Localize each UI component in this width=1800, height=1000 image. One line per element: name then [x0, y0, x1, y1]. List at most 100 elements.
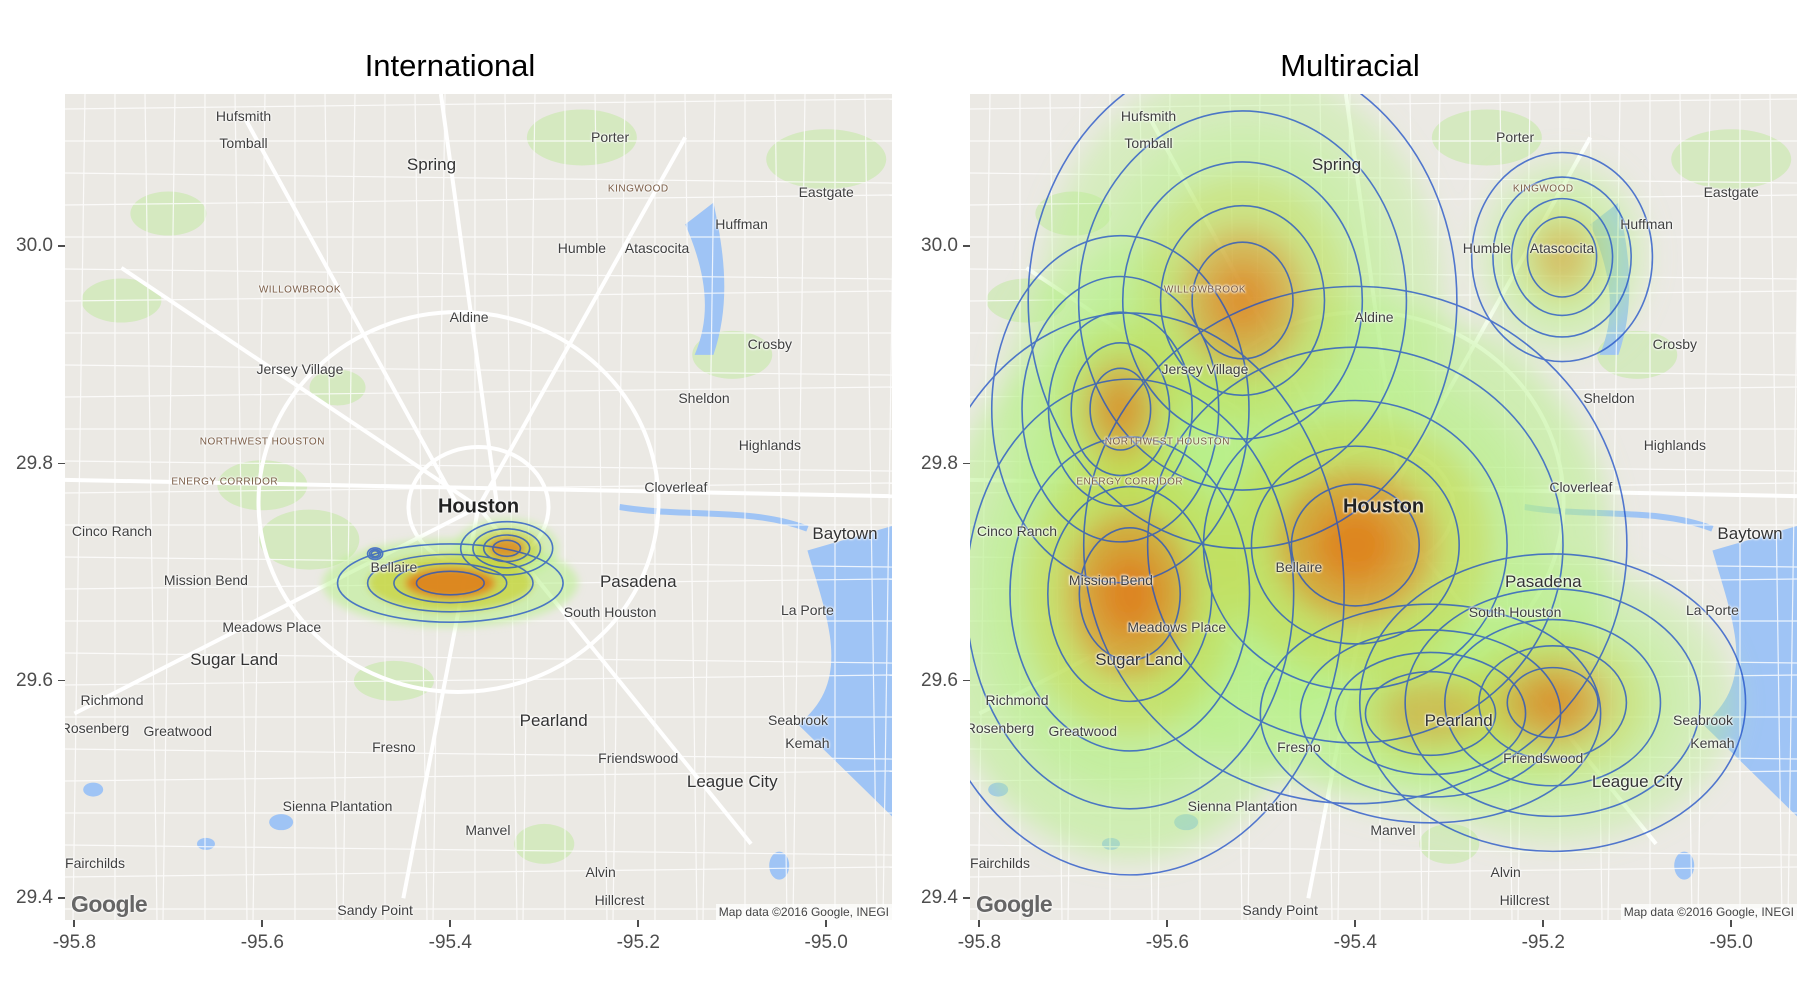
- x-tick-mark: [978, 920, 980, 927]
- contour-line: [970, 378, 1295, 810]
- contour-line: [366, 553, 534, 613]
- place-label: Atascocita: [624, 240, 690, 257]
- place-label: Crosby: [1652, 335, 1698, 352]
- place-label: Meadows Place: [1127, 618, 1227, 635]
- map-attribution[interactable]: Map data ©2016 Google, INEGI: [715, 904, 892, 920]
- place-label: Fairchilds: [970, 855, 1030, 872]
- place-label: Hufsmith: [215, 107, 272, 124]
- x-tick-label: -95.0: [1709, 932, 1753, 953]
- x-tick-mark: [637, 920, 639, 927]
- place-label: Hufsmith: [1120, 107, 1177, 124]
- place-label: Sheldon: [1583, 390, 1635, 407]
- place-label: Baytown: [812, 524, 878, 544]
- place-label: Richmond: [985, 692, 1049, 709]
- google-logo: Google: [976, 891, 1053, 917]
- contour-line: [415, 570, 485, 596]
- contour-line: [1070, 342, 1171, 477]
- place-label: Sienna Plantation: [282, 797, 393, 814]
- place-label: Manvel: [1370, 821, 1416, 838]
- park-area: [130, 191, 207, 236]
- lake-houston: [685, 202, 725, 355]
- place-label: Pasadena: [599, 571, 677, 591]
- contour-line: [1444, 618, 1662, 787]
- contour-line: [1077, 110, 1408, 491]
- place-label: Friendswood: [598, 750, 679, 767]
- x-tick-mark: [1354, 920, 1356, 927]
- place-label: NORTHWEST HOUSTON: [199, 436, 325, 448]
- contour-line: [990, 234, 1250, 584]
- contour-line: [459, 520, 554, 576]
- y-tick-label: 29.6: [16, 669, 53, 691]
- place-label: Sandy Point: [1242, 902, 1318, 919]
- map-multiracial[interactable]: Hufsmith Tomball Porter Spring KINGWOOD Eastg…: [970, 94, 1797, 920]
- density-overlay: [970, 94, 1747, 876]
- place-label: Alvin: [1490, 864, 1521, 881]
- place-label: Fresno: [1277, 739, 1321, 756]
- place-label: Cinco Ranch: [71, 522, 153, 539]
- density-blob: [1535, 226, 1589, 288]
- density-blob: [1211, 264, 1275, 337]
- map-international[interactable]: Hufsmith Tomball Porter Spring KINGWOOD Eastg…: [65, 94, 892, 920]
- y-tick-mark: [58, 897, 65, 899]
- galveston-bay: [1703, 526, 1797, 817]
- contour-line: [1250, 445, 1460, 645]
- place-label: Porter: [1496, 129, 1535, 146]
- place-label: La Porte: [1685, 602, 1739, 619]
- y-tick-label: 29.8: [16, 452, 53, 474]
- contour-line: [1191, 241, 1294, 360]
- contour-line: [492, 539, 522, 558]
- park-area: [766, 129, 887, 190]
- contour-line: [336, 543, 564, 624]
- place-label: Sandy Point: [337, 902, 413, 919]
- highways: [65, 94, 892, 899]
- contour-line: [1334, 651, 1527, 776]
- place-label: Sheldon: [678, 390, 730, 407]
- place-label: KINGWOOD: [1512, 183, 1574, 195]
- place-label: Greatwood: [143, 722, 213, 739]
- place-label: Kemah: [785, 734, 830, 751]
- map-attribution[interactable]: Map data ©2016 Google, INEGI: [1620, 904, 1797, 920]
- y-tick-mark: [963, 462, 970, 465]
- place-label: Fresno: [372, 739, 416, 756]
- place-label: Sugar Land: [190, 650, 279, 670]
- place-label: Sugar Land: [1095, 650, 1184, 670]
- y-tick-mark: [963, 897, 970, 899]
- contour-line: [1027, 94, 1458, 550]
- place-label: Jersey Village: [1161, 360, 1249, 377]
- contour-line: [1506, 666, 1599, 739]
- contour-line: [482, 534, 531, 563]
- contour-line: [1009, 436, 1251, 752]
- contour-line: [393, 562, 508, 604]
- place-label: Hillcrest: [1499, 892, 1550, 909]
- x-tick-label: -95.6: [240, 932, 284, 953]
- place-label: Kemah: [1690, 734, 1735, 751]
- contour-line: [1470, 151, 1654, 363]
- x-tick-label: -95.2: [616, 932, 660, 953]
- place-label: Manvel: [465, 821, 511, 838]
- place-label: Houston: [1342, 495, 1425, 518]
- x-tick-mark: [1166, 920, 1168, 927]
- place-label: Pasadena: [1504, 571, 1582, 591]
- y-tick-mark: [58, 245, 65, 247]
- ship-channel: [618, 504, 809, 532]
- place-label: Humble: [557, 240, 606, 257]
- place-label: Sienna Plantation: [1187, 797, 1298, 814]
- lake: [1674, 851, 1695, 880]
- place-label: Seabrook: [1673, 712, 1733, 729]
- place-label: Atascocita: [1529, 240, 1595, 257]
- density-fill: [970, 94, 1735, 859]
- contour-line: [1290, 483, 1421, 607]
- contour-line: [1526, 216, 1598, 298]
- contour-line: [1299, 629, 1562, 798]
- place-label: Greatwood: [1048, 722, 1118, 739]
- place-label: Richmond: [80, 692, 144, 709]
- contour-line: [1021, 275, 1220, 543]
- place-label: ENERGY CORRIDOR: [1076, 476, 1184, 488]
- place-label: Pearland: [1424, 711, 1493, 731]
- place-label: WILLOWBROOK: [1163, 284, 1247, 296]
- contour-line: [368, 548, 382, 559]
- park-area: [514, 823, 575, 864]
- place-label: Eastgate: [1703, 183, 1759, 200]
- contour-line: [1404, 588, 1701, 818]
- place-label: Fairchilds: [65, 855, 125, 872]
